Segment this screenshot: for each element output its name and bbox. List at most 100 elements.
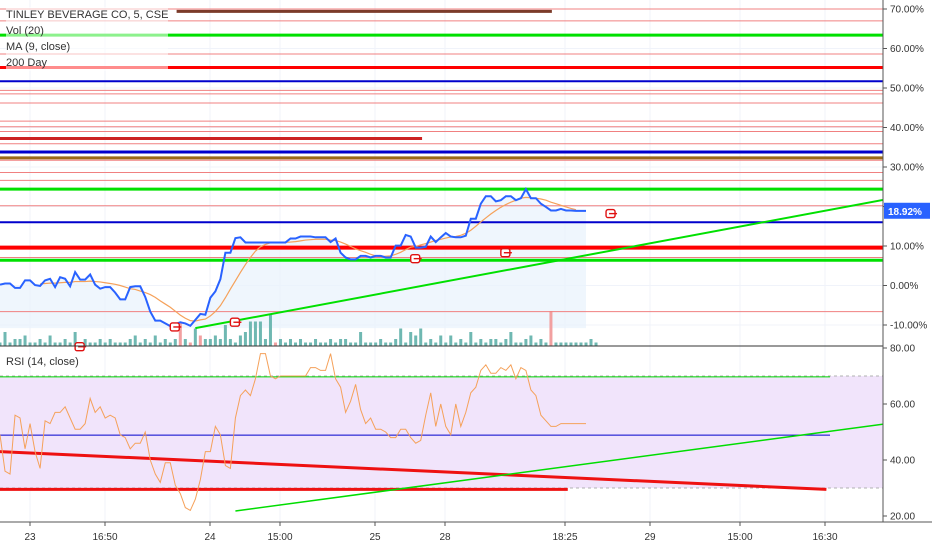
volume-bar — [68, 342, 72, 346]
hand-marker-icon — [500, 248, 512, 258]
volume-bar — [148, 342, 152, 346]
volume-bar — [173, 339, 177, 346]
volume-bar — [554, 342, 558, 346]
volume-bar — [364, 342, 368, 346]
volume-bar — [33, 342, 37, 346]
volume-bar — [0, 342, 2, 346]
last-price-badge — [884, 202, 930, 219]
rsi-legend[interactable]: RSI (14, close) — [6, 354, 79, 370]
day200-legend[interactable]: 200 Day — [6, 57, 47, 69]
volume-bar — [168, 342, 172, 346]
volume-bar — [13, 339, 17, 346]
volume-bar — [83, 339, 87, 346]
volume-bar — [419, 328, 423, 346]
time-axis-tick-label: 24 — [204, 532, 216, 543]
volume-bar — [569, 342, 573, 346]
volume-bar — [98, 339, 102, 346]
price-axis-tick-label: 30.00% — [890, 163, 924, 174]
price-axis-tick-label: 70.00% — [890, 5, 924, 16]
volume-bar — [23, 335, 27, 346]
volume-bar — [138, 342, 142, 346]
volume-bar — [354, 342, 358, 346]
hand-marker-icon — [410, 253, 422, 264]
time-axis-background — [0, 522, 932, 550]
volume-bar — [384, 342, 388, 346]
time-axis-tick-label: 16:50 — [92, 532, 117, 543]
volume-bar — [248, 321, 252, 346]
volume-bar — [273, 342, 277, 346]
volume-bar — [178, 321, 182, 346]
volume-bar — [359, 332, 363, 346]
volume-bar — [454, 342, 458, 346]
volume-bar — [524, 339, 528, 346]
volume-bar — [118, 342, 122, 346]
last-price-badge-label: 18.92% — [888, 207, 922, 218]
price-axis-tick-label: 40.00% — [890, 123, 924, 134]
rsi-trendline — [0, 450, 827, 491]
volume-bar — [203, 339, 207, 346]
volume-bar — [594, 342, 598, 346]
volume-bar — [283, 342, 287, 346]
volume-bar — [263, 339, 267, 346]
volume-bar — [208, 339, 212, 346]
vol-legend[interactable]: Vol (20) — [6, 25, 44, 37]
rsi-series-line — [0, 353, 586, 512]
volume-bar — [509, 332, 513, 346]
volume-bar — [58, 342, 62, 346]
volume-bar — [288, 339, 292, 346]
rsi-axis-tick-label: 80.00 — [890, 344, 915, 355]
volume-bar — [479, 339, 483, 346]
volume-bar — [394, 339, 398, 346]
volume-bar — [183, 339, 187, 346]
volume-bar — [258, 321, 262, 346]
volume-bar — [484, 342, 488, 346]
volume-bar — [73, 332, 77, 346]
price-series-line — [0, 187, 586, 328]
time-axis-tick-label: 16:30 — [812, 532, 837, 543]
volume-bar — [314, 339, 318, 346]
rsi-band — [0, 376, 883, 488]
symbol-legend[interactable]: TINLEY BEVERAGE CO, 5, CSE Vol (20) MA (… — [6, 7, 169, 71]
volume-bar — [334, 342, 338, 346]
volume-bar — [88, 342, 92, 346]
volume-bar — [399, 328, 403, 346]
time-axis-tick-label: 18:25 — [552, 532, 577, 543]
rsi-levels — [0, 376, 831, 491]
volume-bar — [579, 342, 583, 346]
volume-bar — [299, 339, 303, 346]
volume-bar — [3, 332, 7, 346]
volume-bar — [459, 339, 463, 346]
volume-bar — [429, 339, 433, 346]
volume-bar — [374, 342, 378, 346]
hand-marker-icon — [169, 322, 182, 332]
volume-bar — [28, 342, 32, 346]
rsi-title: RSI (14, close) — [6, 356, 79, 368]
time-axis-tick-label: 23 — [24, 532, 36, 543]
volume-bar — [198, 335, 202, 346]
price-levels — [0, 8, 883, 313]
volume-bar — [559, 342, 563, 346]
time-axis-tick-label: 15:00 — [267, 532, 292, 543]
volume-bar — [344, 339, 348, 346]
volume-bar — [494, 339, 498, 346]
time-axis-tick-label: 15:00 — [727, 532, 752, 543]
volume-bar — [329, 339, 333, 346]
volume-bar — [18, 339, 22, 346]
volume-bar — [193, 328, 197, 346]
volume-bar — [534, 342, 538, 346]
volume-bar — [158, 342, 162, 346]
hand-marker-icon — [605, 208, 618, 219]
ma-legend[interactable]: MA (9, close) — [6, 41, 71, 53]
volume-bar — [253, 321, 257, 346]
volume-bar — [379, 339, 383, 346]
volume-bar — [213, 335, 217, 346]
volume-bar — [43, 342, 47, 346]
price-trendline — [195, 189, 932, 330]
volume-bar — [228, 339, 232, 346]
volume-bar — [294, 342, 298, 346]
price-axis-tick-label: 10.00% — [890, 242, 924, 253]
volume-bar — [103, 342, 107, 346]
price-axis-tick-label: 60.00% — [890, 44, 924, 55]
volume-bar — [414, 335, 418, 346]
